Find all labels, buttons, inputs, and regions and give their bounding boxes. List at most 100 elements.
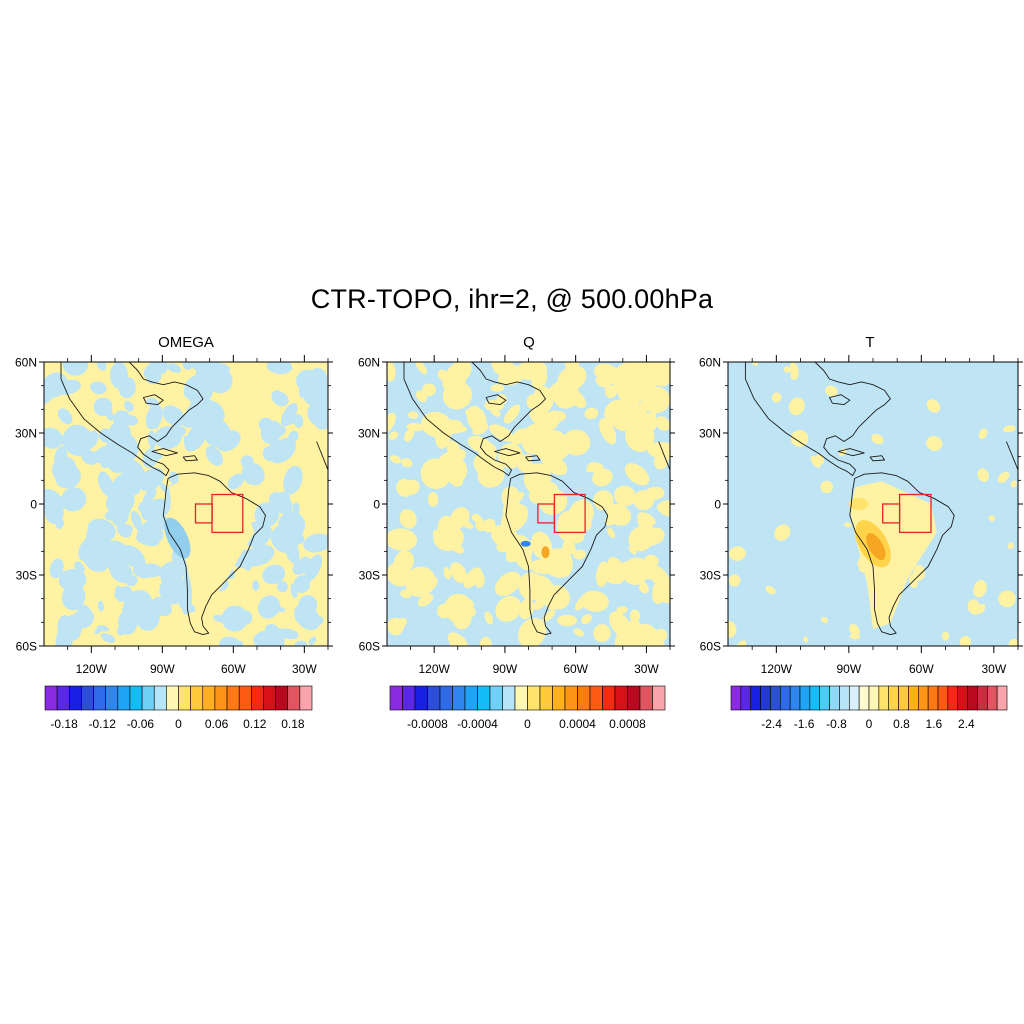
field-patch xyxy=(584,407,599,420)
field-patch xyxy=(388,563,407,582)
colorbar-swatch xyxy=(539,685,553,711)
field-patch xyxy=(628,546,637,555)
lat-tick-label: 0 xyxy=(373,498,380,512)
field-patch xyxy=(510,428,529,445)
field-patch xyxy=(387,412,396,433)
field-patch xyxy=(293,414,304,428)
lat-tick-label: 30N xyxy=(358,427,380,441)
field-patch xyxy=(100,632,116,644)
field-patch xyxy=(399,509,417,529)
field-patch xyxy=(142,487,157,505)
field-patch xyxy=(790,429,809,447)
field-patch xyxy=(303,616,324,630)
field-patch xyxy=(112,410,131,428)
coastline-great-lakes xyxy=(829,394,851,406)
field-patch xyxy=(774,524,791,541)
field-patch xyxy=(599,418,617,445)
field-patch xyxy=(227,473,245,490)
colorbar-swatch xyxy=(44,685,58,711)
lat-tick-label: 0 xyxy=(30,498,37,512)
colorbar-swatch xyxy=(427,685,441,711)
field-patch xyxy=(147,430,157,449)
field-patch xyxy=(257,595,281,619)
field-patch xyxy=(465,409,476,421)
field-patch xyxy=(135,605,160,631)
colorbar-swatch xyxy=(868,685,880,711)
field-patch xyxy=(317,390,328,405)
field-patch xyxy=(417,574,438,591)
field-patch xyxy=(848,498,869,510)
field-patch xyxy=(592,468,613,487)
field-patch xyxy=(790,370,799,380)
field-patch xyxy=(783,366,791,373)
colorbar-swatch xyxy=(779,685,791,711)
field-patch xyxy=(420,458,451,490)
coastline-north-america xyxy=(60,362,204,477)
field-patch xyxy=(110,362,128,389)
coastline-south-america xyxy=(849,472,955,636)
field-patch xyxy=(97,471,114,497)
field-patch xyxy=(926,436,943,451)
field-patch xyxy=(400,589,412,599)
field-patch xyxy=(183,435,194,452)
colorbar-swatch xyxy=(452,685,466,711)
field-patch xyxy=(81,542,109,568)
field-patch xyxy=(294,640,308,646)
field-patch xyxy=(266,362,293,375)
field-patch xyxy=(55,625,73,646)
coastline-south-america xyxy=(162,472,266,636)
field-patch xyxy=(93,397,113,417)
field-patch xyxy=(530,575,556,606)
field-patch xyxy=(415,362,427,375)
colorbar-swatch xyxy=(730,685,742,711)
field-patch xyxy=(616,606,628,614)
colorbar-swatch xyxy=(527,685,541,711)
field-patch xyxy=(194,364,207,388)
field-patch xyxy=(502,503,514,525)
field-patch xyxy=(272,391,289,407)
field-patch xyxy=(729,546,746,561)
field-patch xyxy=(432,530,449,547)
field-patch xyxy=(771,392,782,403)
field-patch xyxy=(417,593,434,607)
field-patch xyxy=(283,465,303,495)
field-patch xyxy=(205,376,221,392)
field-patch xyxy=(520,540,531,547)
field-patch xyxy=(57,408,73,425)
field-patch xyxy=(253,630,276,646)
field-patch xyxy=(490,407,501,417)
field-patch xyxy=(292,502,300,515)
colorbar-swatch xyxy=(602,685,616,711)
lon-tick-label: 30W xyxy=(292,662,317,676)
field-patch xyxy=(557,614,578,627)
lon-tick-label: 90W xyxy=(493,662,518,676)
field-patch xyxy=(655,416,670,431)
field-patch xyxy=(44,427,63,449)
field-patch xyxy=(640,567,666,580)
colorbar-swatch xyxy=(809,685,821,711)
colorbar-swatch xyxy=(129,685,143,711)
field-patch xyxy=(90,381,107,395)
field-patch xyxy=(389,455,402,464)
coastline-hispaniola xyxy=(525,455,541,462)
field-patch xyxy=(941,631,950,641)
colorbar-label: 1.6 xyxy=(926,717,943,731)
colorbar-label: -0.0004 xyxy=(457,717,498,731)
colorbar-swatch xyxy=(238,685,252,711)
field-patch xyxy=(44,508,62,525)
colorbar-swatch xyxy=(819,685,830,711)
field-patch xyxy=(296,369,320,393)
colorbar-swatch xyxy=(117,685,131,711)
field-patch xyxy=(241,462,265,486)
field-patch xyxy=(128,552,142,566)
colorbar-swatch xyxy=(439,685,453,711)
field-patch xyxy=(164,517,191,559)
colorbar-swatch xyxy=(178,685,191,711)
field-patch xyxy=(628,362,655,383)
coastline-hispaniola xyxy=(869,455,886,462)
field-patch xyxy=(451,544,465,554)
colorbar-label: 0.06 xyxy=(205,717,229,731)
colorbar-swatch xyxy=(489,685,503,711)
lon-tick-label: 120W xyxy=(76,662,108,676)
field-patch xyxy=(303,533,328,553)
